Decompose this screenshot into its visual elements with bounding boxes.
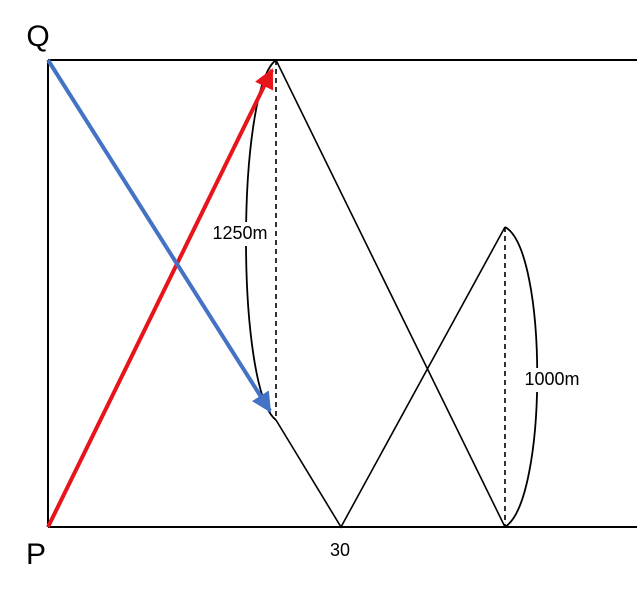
label-bg — [204, 222, 274, 246]
frame — [47, 59, 637, 528]
distance-label: 1000m — [524, 369, 579, 389]
braces — [245, 59, 539, 528]
point-label: P — [26, 538, 46, 571]
point-label: Q — [26, 20, 49, 53]
dashed-heights — [275, 60, 506, 527]
distance-label: 1250m — [212, 223, 267, 243]
red-arrow — [46, 68, 274, 528]
paths — [275, 59, 506, 529]
blue-arrow — [46, 58, 272, 413]
time-label: 30 — [330, 540, 350, 560]
label-bg — [515, 368, 587, 392]
